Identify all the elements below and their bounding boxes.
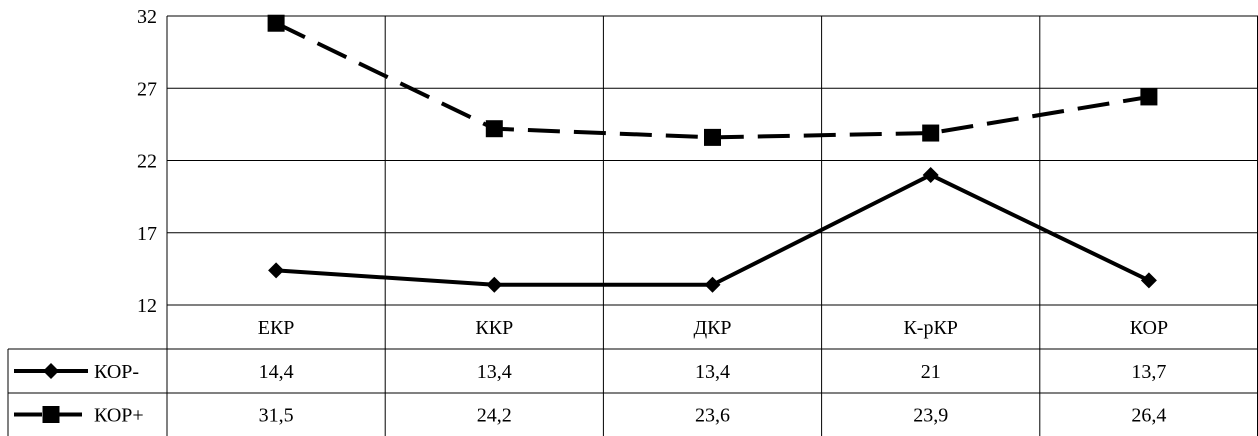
square-marker — [1140, 88, 1158, 106]
category-label: ЕКР — [258, 317, 295, 339]
table-cell-value: 14,4 — [259, 361, 294, 383]
table-cell-value: 24,2 — [477, 405, 512, 427]
table-cell-value: 21 — [921, 361, 941, 383]
data-table: ЕКР ККР ДКР К-рКР КОР КОР- 14,4 13,4 13,4 21 13,7 К… — [7, 317, 1258, 436]
legend-label: КОР+ — [94, 405, 144, 427]
y-tick-label: 17 — [137, 223, 157, 245]
diamond-marker — [1140, 272, 1157, 289]
diamond-marker — [704, 276, 721, 293]
square-marker — [42, 406, 60, 423]
table-cell-value: 13,4 — [695, 361, 730, 383]
legend-key — [14, 406, 88, 423]
series-1 — [268, 166, 1157, 293]
square-marker — [485, 120, 503, 138]
category-label: ККР — [475, 317, 513, 339]
series-2 — [267, 14, 1158, 146]
y-tick-label: 27 — [137, 78, 157, 100]
diamond-marker — [486, 276, 503, 293]
y-tick-label: 22 — [137, 151, 157, 173]
series-line — [275, 172, 1150, 287]
table-cell-value: 31,5 — [259, 405, 294, 427]
y-tick-label: 12 — [137, 295, 157, 317]
series-line — [275, 21, 1150, 140]
square-marker — [267, 14, 285, 32]
category-label: ДКР — [693, 317, 731, 339]
table-cell-value: 13,4 — [477, 361, 512, 383]
diamond-marker — [922, 166, 939, 183]
square-marker — [704, 128, 721, 146]
diamond-marker — [43, 363, 59, 379]
series-layer — [267, 14, 1158, 293]
y-tick-label: 32 — [137, 6, 157, 28]
square-marker — [922, 124, 940, 142]
legend-label: КОР- — [94, 361, 139, 383]
category-label: К-рКР — [903, 317, 957, 339]
y-axis: 12 17 22 27 32 — [137, 6, 157, 317]
table-cell-value: 23,9 — [913, 405, 948, 427]
diamond-marker — [268, 262, 285, 279]
table-cell-value: 26,4 — [1131, 405, 1166, 427]
category-label: КОР — [1130, 317, 1168, 339]
table-cell-value: 13,7 — [1131, 361, 1166, 383]
table-cell-value: 23,6 — [695, 405, 730, 427]
legend-key — [14, 363, 88, 379]
